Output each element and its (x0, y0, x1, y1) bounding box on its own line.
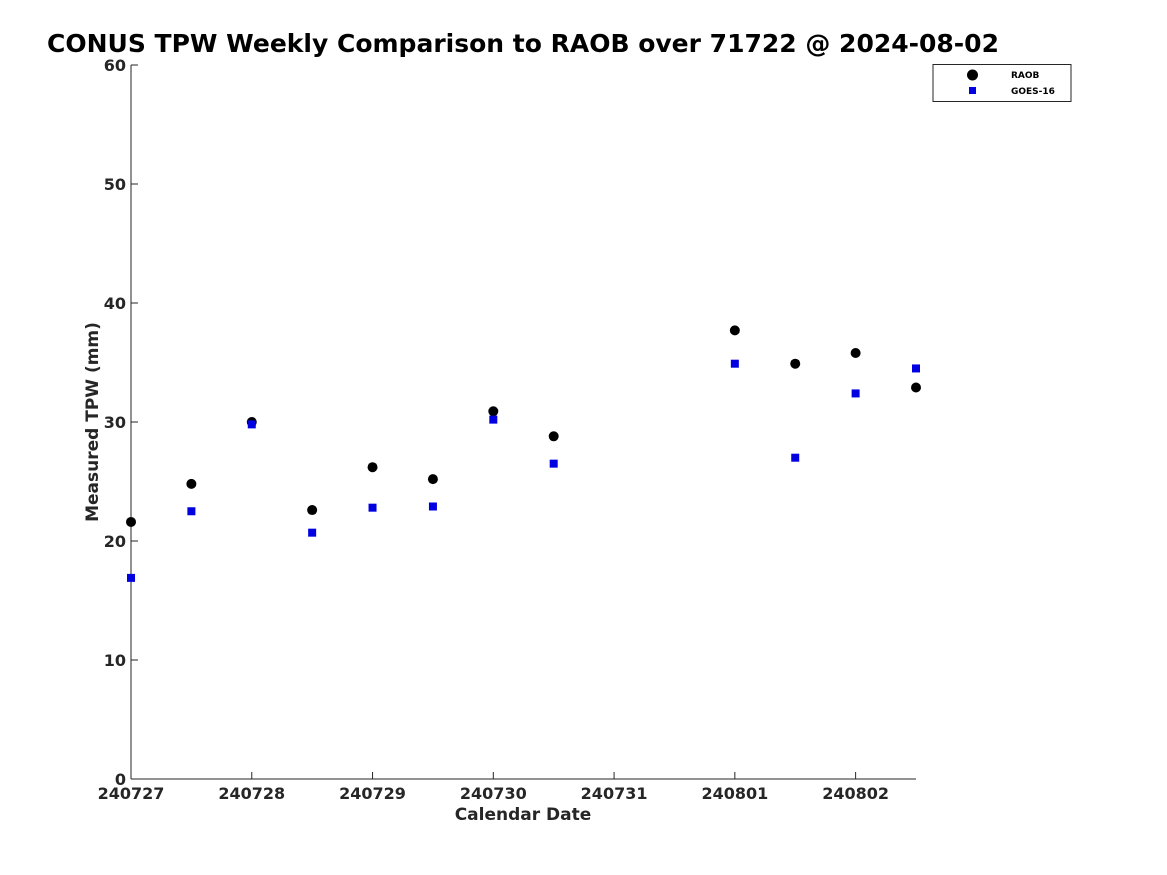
goes-16-point (489, 415, 498, 424)
y-tick-label: 10 (104, 651, 126, 670)
goes-16-point (730, 359, 739, 368)
goes-16-point (912, 364, 920, 373)
goes-16-point (187, 507, 196, 516)
goes-16-point (368, 503, 377, 512)
y-tick-label: 20 (104, 532, 126, 551)
goes-16-point (549, 459, 558, 468)
legend-goes-label: GOES-16 (1011, 87, 1055, 97)
x-ticks: 240727 240728 240729 240730 240731 240801 2408… (98, 772, 889, 803)
raob-point (790, 358, 801, 369)
legend: RAOB GOES-16 (932, 64, 1072, 102)
goes-16-point (791, 453, 800, 462)
x-tick-label: 240727 (98, 784, 165, 803)
y-axis-label: Measured TPW (mm) (83, 322, 103, 522)
y-tick-label: 60 (104, 56, 126, 75)
legend-goes-marker (969, 87, 976, 94)
legend-box (932, 64, 1072, 102)
goes-16-point (247, 420, 256, 429)
x-tick-label: 240801 (701, 784, 768, 803)
x-tick-label: 240731 (581, 784, 648, 803)
chart-title: CONUS TPW Weekly Comparison to RAOB over… (47, 29, 999, 58)
raob-point (548, 431, 559, 442)
raob-point (729, 325, 740, 336)
x-tick-label: 240802 (822, 784, 889, 803)
raob-point (126, 516, 136, 527)
raob-point (367, 462, 378, 473)
x-axis-label: Calendar Date (455, 805, 592, 825)
y-tick-label: 40 (104, 294, 126, 313)
raob-point (186, 478, 197, 489)
goes-16-point (851, 389, 860, 398)
x-tick-label: 240728 (218, 784, 285, 803)
legend-raob-label: RAOB (1011, 71, 1040, 81)
raob-point (488, 406, 499, 417)
raob-point (850, 347, 861, 358)
y-tick-label: 30 (104, 413, 126, 432)
raob-point (911, 382, 921, 393)
x-tick-label: 240729 (339, 784, 406, 803)
goes-16-point (428, 502, 437, 511)
y-tick-label: 50 (104, 175, 126, 194)
raob-point (427, 474, 438, 485)
data-points (126, 325, 921, 582)
goes-16-point (308, 528, 317, 537)
legend-raob-marker (967, 69, 978, 81)
y-ticks: 0 10 20 30 40 50 60 (104, 56, 138, 789)
goes-16-point (127, 573, 135, 582)
y-tick-label: 0 (115, 770, 126, 789)
raob-point (307, 505, 318, 516)
x-tick-label: 240730 (460, 784, 527, 803)
